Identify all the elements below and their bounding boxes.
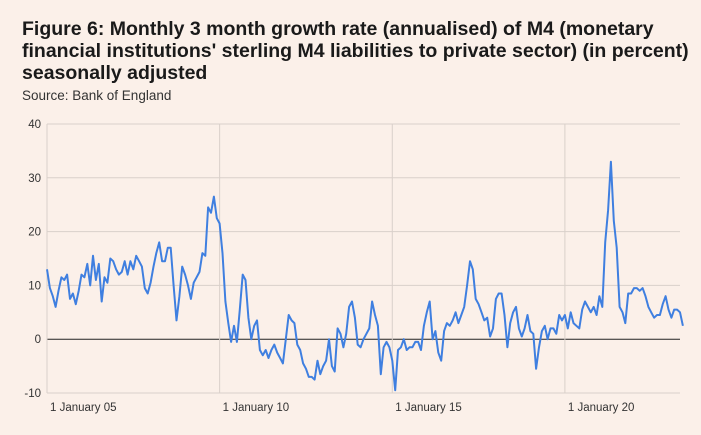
y-axis: -10 0 10 20 30 40 bbox=[24, 119, 41, 400]
x-tick-label: 1 January 20 bbox=[568, 402, 635, 414]
series-line bbox=[46, 160, 684, 392]
x-axis: 1 January 05 1 January 10 1 January 15 1 Ja… bbox=[50, 402, 634, 414]
y-tick-label: 20 bbox=[28, 227, 41, 239]
y-tick-label: 0 bbox=[35, 334, 41, 346]
x-tick-label: 1 January 10 bbox=[223, 402, 289, 414]
y-tick-label: 10 bbox=[28, 280, 41, 292]
y-tick-label: 40 bbox=[28, 119, 41, 131]
gridlines bbox=[46, 123, 680, 394]
chart-source: Source: Bank of England bbox=[22, 88, 172, 103]
plot-area bbox=[46, 160, 684, 392]
y-tick-label: -10 bbox=[24, 388, 41, 400]
y-tick-label: 30 bbox=[28, 173, 41, 185]
x-tick-label: 1 January 15 bbox=[395, 402, 462, 414]
x-tick-label: 1 January 05 bbox=[50, 402, 117, 414]
chart-title: Figure 6: Monthly 3 month growth rate (a… bbox=[22, 18, 689, 84]
